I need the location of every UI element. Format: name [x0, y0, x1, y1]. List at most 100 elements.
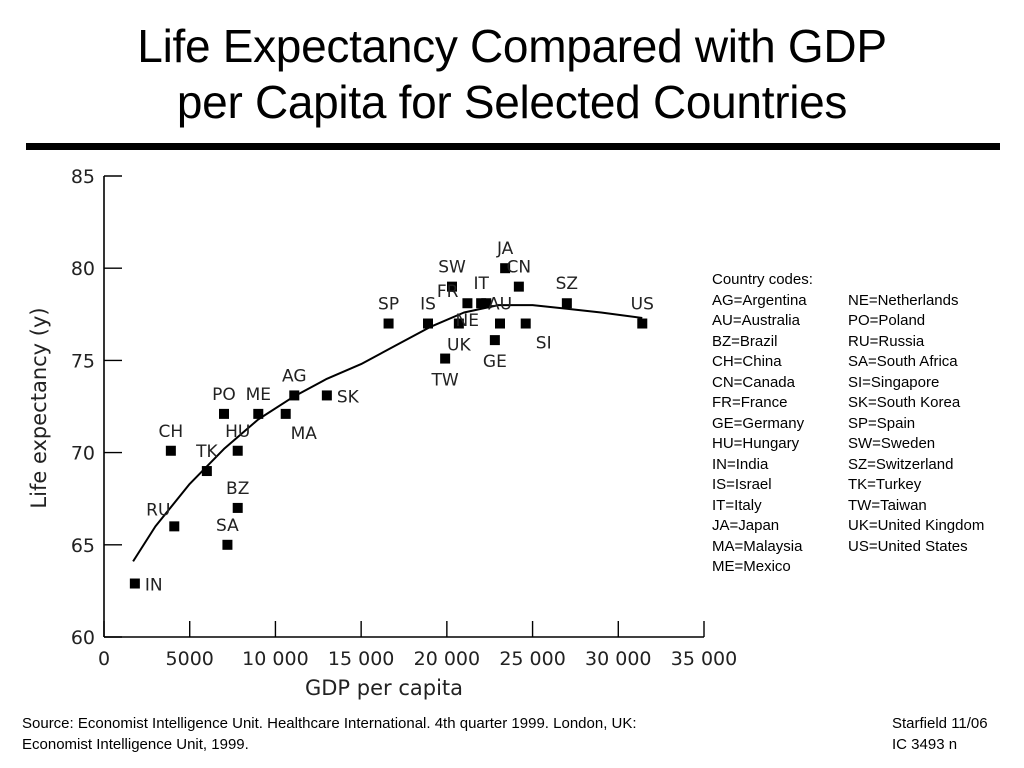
- point-label: TW: [431, 371, 459, 391]
- legend-entry: ME=Mexico: [712, 558, 791, 575]
- point-label: RU: [146, 500, 170, 520]
- point-label: FR: [437, 282, 459, 302]
- legend-entry: CH=China: [712, 353, 782, 370]
- slide-title: Life Expectancy Compared with GDP per Ca…: [0, 18, 1024, 130]
- point-label: JA: [496, 239, 514, 259]
- data-point-si: [520, 318, 531, 329]
- data-point-bz: [232, 502, 243, 513]
- data-points: IN RU CH TK SA BZ HU PO ME MA AG SK SP IS TW SW UK FR IT NE…: [129, 239, 654, 596]
- legend-entry: SK=South Korea: [848, 394, 961, 411]
- legend-entry: TK=Turkey: [848, 476, 922, 493]
- point-label: MA: [291, 424, 318, 444]
- data-point-tk: [201, 466, 212, 477]
- legend-entry: SI=Singapore: [848, 373, 940, 391]
- legend-entry: AG=Argentina: [712, 291, 807, 309]
- legend-entry: SA=South Africa: [848, 353, 958, 370]
- legend-entry: IS=Israel: [712, 476, 772, 493]
- data-point-hu: [232, 445, 243, 456]
- legend-entry: SW=Sweden: [848, 435, 936, 452]
- point-label: SZ: [556, 274, 578, 294]
- data-point-me: [253, 408, 264, 419]
- y-tick-label: 75: [71, 350, 95, 372]
- data-point-us: [637, 318, 648, 329]
- slide-credit: Starfield 11/06 IC 3493 n: [892, 713, 1012, 755]
- point-label: IS: [420, 295, 436, 315]
- x-tick-label: 0: [98, 648, 110, 670]
- legend-entry: GE=Germany: [712, 414, 805, 432]
- data-point-ag: [289, 390, 300, 401]
- legend-entry: SZ=Switzerland: [848, 455, 954, 473]
- legend-entry: CN=Canada: [712, 373, 795, 391]
- x-tick-label: 10 000: [242, 648, 308, 670]
- data-point-cn: [513, 281, 524, 292]
- data-point-ja: [500, 263, 511, 274]
- point-label: BZ: [226, 479, 249, 499]
- x-tick-label: 5000: [166, 648, 214, 670]
- x-axis-label: GDP per capita: [305, 676, 463, 700]
- point-label: CN: [507, 258, 532, 278]
- legend-entry: SP=Spain: [848, 414, 916, 432]
- y-tick-label: 65: [71, 535, 95, 557]
- title-line-2: per Capita for Selected Countries: [176, 76, 848, 128]
- data-point-sa: [222, 539, 233, 550]
- legend-entry: HU=Hungary: [712, 435, 800, 452]
- data-point-ne: [481, 298, 492, 309]
- x-tick-label: 15 000: [328, 648, 394, 670]
- source-citation: Source: Economist Intelligence Unit. Hea…: [22, 713, 802, 755]
- point-label: SW: [438, 258, 466, 278]
- data-point-uk: [453, 318, 464, 329]
- trend-line-group: [132, 304, 643, 562]
- x-tick-label: 30 000: [585, 648, 651, 670]
- point-label: NE: [456, 311, 479, 331]
- x-tick-label: 35 000: [671, 648, 737, 670]
- legend-columns: AG=Argentina AU=Australia BZ=Brazil CH=Chin…: [712, 291, 1012, 578]
- legend-entry: UK=United Kingdom: [848, 517, 985, 534]
- point-label: SA: [216, 516, 239, 536]
- legend-entry: MA=Malaysia: [712, 537, 803, 555]
- y-tick-label: 80: [71, 258, 95, 280]
- point-label: AG: [282, 366, 307, 386]
- data-point-fr: [462, 298, 473, 309]
- chart-axes: 60 65 70 75 80 85 0 5000 10 000 15 000 20 000 25 00…: [71, 166, 737, 670]
- data-point-in: [129, 578, 140, 589]
- data-point-sp: [383, 318, 394, 329]
- y-tick-label: 60: [71, 627, 95, 649]
- x-tick-label: 20 000: [414, 648, 480, 670]
- source-line-1: Source: Economist Intelligence Unit. Hea…: [22, 715, 637, 732]
- data-point-ch: [165, 445, 176, 456]
- point-label: UK: [447, 336, 471, 356]
- legend-entry: FR=France: [712, 394, 788, 411]
- legend-entry: NE=Netherlands: [848, 291, 959, 309]
- legend-column-left: AG=Argentina AU=Australia BZ=Brazil CH=Chin…: [712, 291, 848, 578]
- data-point-ge: [489, 335, 500, 346]
- point-label: SP: [378, 295, 399, 315]
- data-point-it: [476, 298, 487, 309]
- point-label: GE: [483, 352, 507, 372]
- source-line-2: Economist Intelligence Unit, 1999.: [22, 736, 249, 753]
- title-line-1: Life Expectancy Compared with GDP: [137, 20, 887, 72]
- data-point-sk: [321, 390, 332, 401]
- point-label: ME: [246, 385, 271, 405]
- point-label: SI: [536, 334, 552, 354]
- legend-entry: TW=Taiwan: [848, 496, 927, 514]
- trend-line: [132, 304, 643, 562]
- title-divider: [26, 143, 1000, 150]
- y-axis-label: Life expectancy (y): [27, 307, 51, 508]
- data-point-po: [219, 408, 229, 419]
- data-point-ma: [280, 408, 291, 419]
- point-label: IN: [145, 576, 163, 596]
- axis-labels: GDP per capita Life expectancy (y): [27, 307, 463, 700]
- legend-entry: IN=India: [712, 455, 769, 473]
- credit-line-2: IC 3493 n: [892, 736, 958, 753]
- point-label: PO: [212, 385, 236, 405]
- legend-entry: US=United States: [848, 537, 968, 555]
- point-label: IT: [473, 274, 489, 294]
- legend-entry: BZ=Brazil: [712, 332, 778, 350]
- data-point-tw: [440, 353, 451, 364]
- point-label: CH: [159, 422, 184, 442]
- data-point-au: [495, 318, 505, 329]
- point-label: SK: [337, 387, 360, 407]
- data-point-is: [423, 318, 433, 329]
- legend-entry: PO=Poland: [848, 312, 926, 329]
